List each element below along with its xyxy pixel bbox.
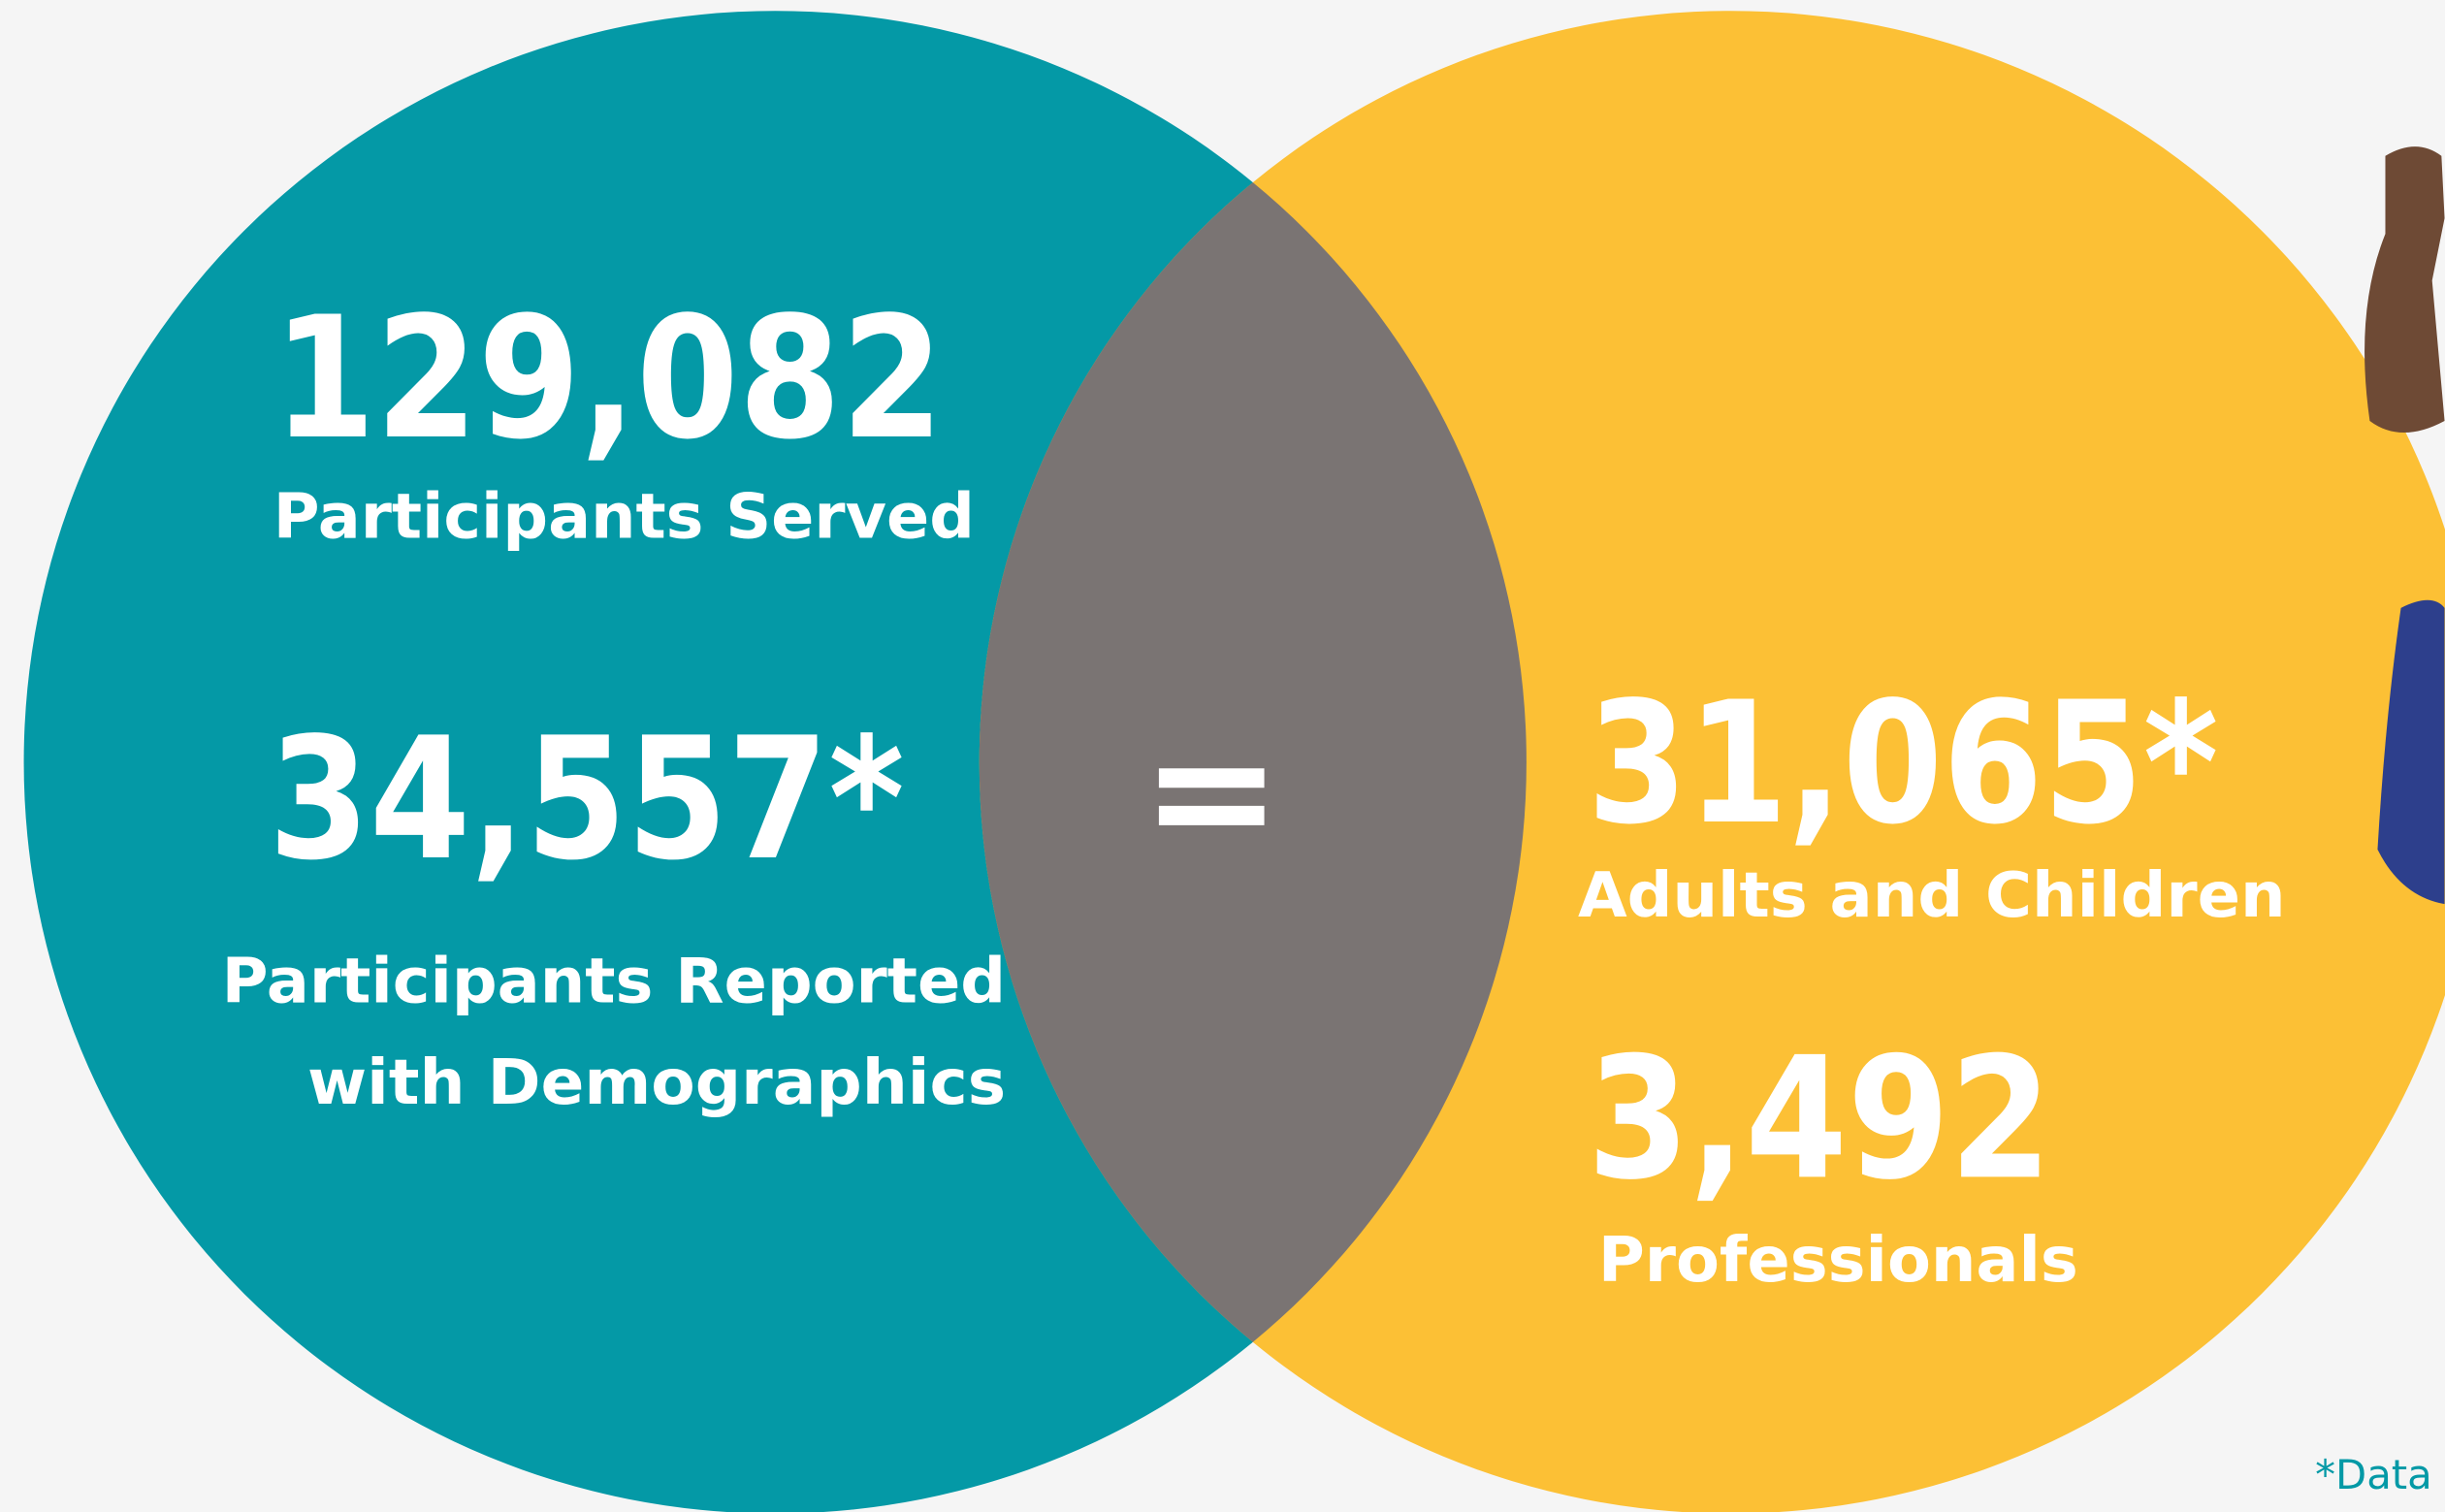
stat-label: Professionals bbox=[1598, 1224, 2078, 1297]
person-figure bbox=[2365, 146, 2445, 905]
stat-value: 34,557* bbox=[269, 701, 905, 897]
stat-label: Participants Reported bbox=[222, 945, 1006, 1017]
stat-value: 3,492 bbox=[1588, 1020, 2052, 1216]
operator: = bbox=[1142, 693, 1282, 889]
overlap bbox=[979, 11, 1527, 1512]
footnote: *Data bbox=[2315, 1451, 2432, 1498]
stat-label: Adults and Children bbox=[1578, 859, 2286, 932]
stat-label: with Demographics bbox=[307, 1046, 1006, 1119]
stat-value: 31,065* bbox=[1588, 665, 2219, 861]
stat-value: 129,082 bbox=[273, 280, 944, 476]
stat-label: Participants Served bbox=[273, 480, 975, 553]
